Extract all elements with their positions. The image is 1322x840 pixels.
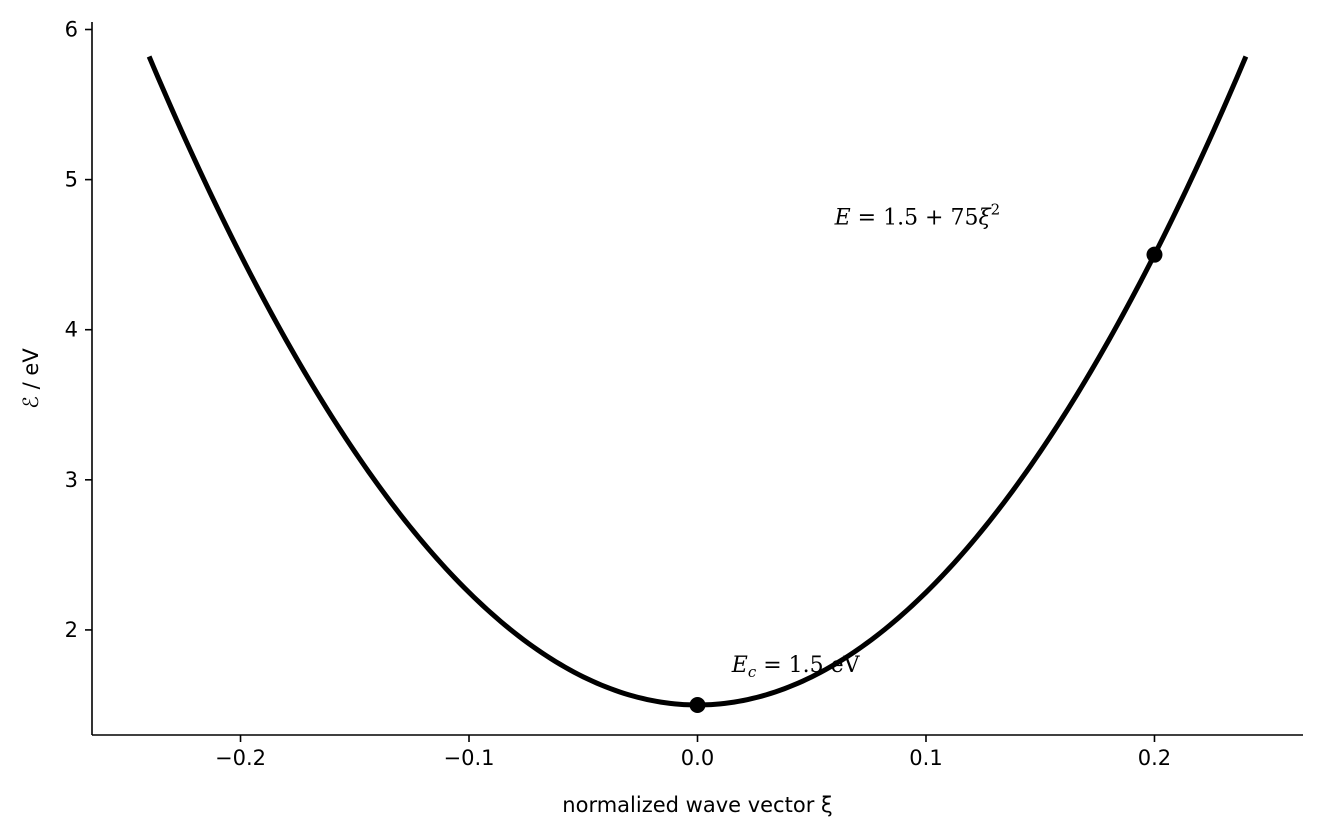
y-tick-label: 6	[65, 18, 78, 42]
annotation-dispersion-equation: E = 1.5 + 75ξ2	[834, 201, 1001, 231]
x-axis-label: normalized wave vector ξ	[562, 793, 832, 817]
x-tick-label: 0.1	[909, 746, 942, 770]
y-tick-label: 4	[65, 318, 78, 342]
dispersion-curve	[146, 55, 1249, 708]
x-tick-label: 0.0	[681, 746, 714, 770]
plot-area	[146, 55, 1249, 713]
axes	[91, 22, 1303, 736]
x-tick-label: −0.1	[444, 746, 495, 770]
y-tick-label: 3	[65, 468, 78, 492]
data-point	[689, 696, 706, 713]
ticks: −0.2 −0.1 0.0 0.1 0.2 2 3 4 5 6	[65, 18, 1172, 770]
x-tick-label: −0.2	[215, 746, 266, 770]
x-tick-label: 0.2	[1138, 746, 1171, 770]
y-tick-label: 5	[65, 168, 78, 192]
annotation-conduction-band-edge: Ec = 1.5 eV	[731, 653, 861, 681]
y-axis-label: ℰ / eV	[19, 348, 43, 409]
data-point	[1146, 246, 1163, 263]
y-tick-label: 2	[65, 618, 78, 642]
